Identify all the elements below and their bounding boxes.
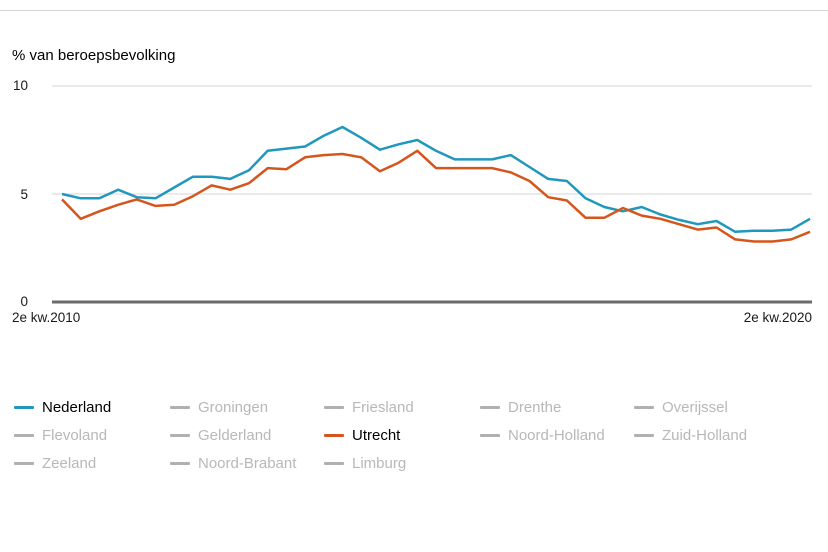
legend-swatch-noord-brabant [170,461,190,465]
legend-swatch-utrecht [324,433,344,437]
legend-item-limburg[interactable]: Limburg [324,449,480,477]
x-axis-label-start: 2e kw.2010 [12,310,81,325]
top-divider [0,10,828,11]
legend-swatch-zeeland [14,461,34,465]
legend-label: Zuid-Holland [662,426,748,444]
legend-item-overijssel[interactable]: Overijssel [634,393,804,421]
legend-item-noord-holland[interactable]: Noord-Holland [480,421,634,449]
legend-item-nederland[interactable]: Nederland [14,393,170,421]
chart-title: % van beroepsbevolking [12,47,176,64]
y-axis-tick-10: 10 [12,78,28,93]
legend-label: Noord-Holland [508,426,605,444]
legend-swatch-drenthe [480,405,500,409]
legend-label: Noord-Brabant [198,454,297,472]
legend-label: Overijssel [662,398,728,416]
legend-item-groningen[interactable]: Groningen [170,393,324,421]
legend-swatch-flevoland [14,433,34,437]
legend-item-noord-brabant[interactable]: Noord-Brabant [170,449,324,477]
legend-label: Friesland [352,398,414,416]
legend-swatch-nederland [14,405,34,409]
legend-swatch-limburg [324,461,344,465]
series-line-nederland[interactable] [61,125,811,234]
legend-swatch-overijssel [634,405,654,409]
legend-item-friesland[interactable]: Friesland [324,393,480,421]
legend-label: Groningen [198,398,269,416]
legend-label: Utrecht [352,426,401,444]
x-axis-label-end: 2e kw.2020 [743,310,812,325]
legend-label: Nederland [42,398,112,416]
legend-item-zuid-holland[interactable]: Zuid-Holland [634,421,804,449]
series-line-utrecht[interactable] [61,149,811,243]
legend-swatch-gelderland [170,433,190,437]
y-axis-tick-5: 5 [20,187,28,202]
legend-item-gelderland[interactable]: Gelderland [170,421,324,449]
legend-label: Drenthe [508,398,562,416]
legend-swatch-friesland [324,405,344,409]
y-axis-tick-0: 0 [20,294,28,309]
chart-legend: Nederland Groningen Friesland Drenthe Ov… [14,393,820,477]
legend-label: Flevoland [42,426,108,444]
legend-item-zeeland[interactable]: Zeeland [14,449,170,477]
legend-swatch-groningen [170,405,190,409]
legend-swatch-zuid-holland [634,433,654,437]
legend-item-flevoland[interactable]: Flevoland [14,421,170,449]
legend-label: Limburg [352,454,407,472]
legend-item-drenthe[interactable]: Drenthe [480,393,634,421]
legend-label: Zeeland [42,454,97,472]
legend-item-utrecht[interactable]: Utrecht [324,421,480,449]
legend-label: Gelderland [198,426,272,444]
line-chart [52,85,812,304]
legend-swatch-noord-holland [480,433,500,437]
